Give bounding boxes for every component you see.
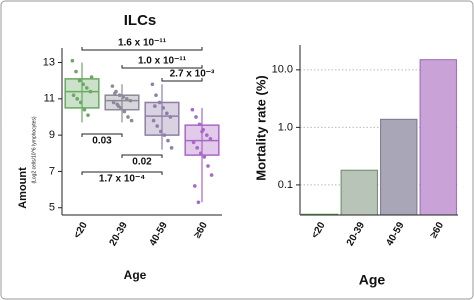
data-point: [86, 113, 90, 117]
data-point: [129, 118, 134, 123]
bracket: [121, 154, 163, 158]
data-point: [113, 91, 117, 96]
data-point: [169, 146, 174, 150]
data-point: [200, 129, 204, 134]
y-tick-label: 1.0: [278, 121, 293, 133]
data-point: [209, 173, 214, 177]
data-point: [77, 78, 82, 83]
chart-title: ILCs: [124, 12, 157, 29]
data-point: [196, 200, 201, 205]
data-point: [128, 98, 133, 103]
p-value: 2.7 x 10⁻³: [170, 69, 215, 80]
data-point: [75, 97, 79, 101]
data-point: [116, 104, 121, 108]
data-point: [165, 111, 169, 116]
y-axis-note: (Log2 cells/10^6 lymphocytes): [31, 116, 37, 183]
data-point: [79, 100, 83, 105]
data-point: [161, 106, 165, 110]
data-point: [153, 104, 157, 108]
data-point: [162, 133, 167, 137]
data-point: [117, 93, 122, 97]
y-tick-label: 7: [49, 165, 55, 177]
data-point: [89, 75, 94, 79]
data-point: [125, 97, 129, 101]
data-point: [168, 115, 173, 119]
p-value: 1.6 x 10⁻¹¹: [118, 38, 167, 49]
box: [104, 94, 140, 111]
data-point: [85, 86, 89, 90]
data-point: [74, 69, 78, 74]
y-axis-label: Mortality rate (%): [253, 75, 268, 180]
y-tick-label: 9: [49, 129, 55, 141]
data-point: [195, 146, 199, 150]
data-point: [81, 82, 85, 87]
y-tick-label: 5: [49, 202, 55, 214]
data-point: [110, 84, 115, 88]
data-point: [159, 129, 163, 134]
y-axis-label: Amount: [17, 167, 29, 209]
p-value: 0.03: [92, 136, 112, 147]
bracket: [81, 47, 203, 51]
data-point: [151, 118, 156, 123]
bar: [340, 169, 378, 216]
data-point: [121, 95, 125, 99]
data-point: [191, 140, 196, 145]
data-point: [208, 136, 213, 141]
bar: [380, 118, 418, 216]
data-point: [157, 100, 162, 105]
bracket: [161, 78, 203, 82]
data-point: [82, 107, 87, 112]
data-point: [202, 155, 207, 159]
data-point: [150, 82, 155, 87]
y-tick-label: 10.0: [272, 64, 293, 76]
data-point: [194, 115, 198, 119]
y-tick-label: 0.1: [278, 179, 293, 191]
y-tick-label: 11: [44, 93, 55, 105]
bracket: [81, 133, 123, 137]
data-point: [88, 89, 93, 94]
bar: [419, 59, 457, 216]
data-point: [166, 138, 170, 143]
data-point: [71, 93, 76, 97]
bracket: [121, 65, 203, 69]
box: [144, 101, 180, 136]
bracket: [81, 171, 163, 175]
data-point: [193, 184, 197, 188]
data-point: [111, 100, 116, 105]
data-point: [122, 109, 127, 114]
p-value: 1.7 x 10⁻⁴: [99, 174, 145, 185]
data-point: [199, 151, 203, 156]
y-tick-label: 13: [43, 56, 55, 68]
data-point: [190, 107, 195, 112]
p-value: 0.02: [132, 157, 152, 168]
data-point: [206, 164, 210, 168]
data-point: [205, 133, 209, 137]
x-axis-label: Age: [359, 272, 386, 288]
data-point: [70, 58, 75, 63]
p-value: 1.0 x 10⁻¹¹: [138, 56, 187, 67]
data-point: [155, 124, 159, 128]
data-point: [197, 122, 202, 127]
x-axis-label: Age: [124, 268, 147, 282]
data-point: [126, 115, 130, 119]
data-point: [154, 93, 158, 97]
